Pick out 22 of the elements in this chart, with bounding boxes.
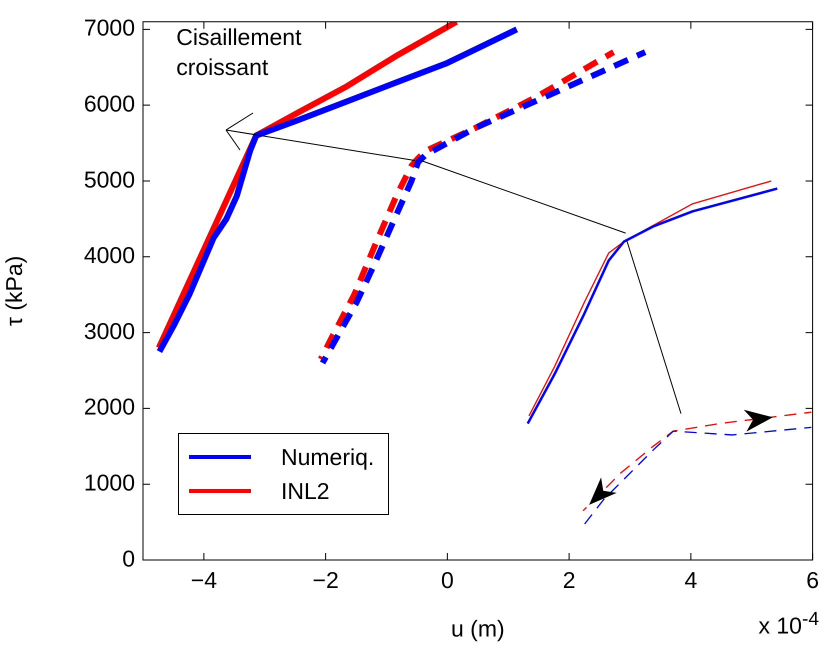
legend-label: INL2 [281,478,330,504]
line-series [582,412,812,512]
y-tick-label: 2000 [84,394,135,420]
y-tick-label: 0 [122,545,135,572]
x-tick-label: −4 [190,567,218,594]
x-tick-label: 6 [806,567,820,594]
y-tick-label: 5000 [84,166,135,192]
y-axis-title: τ (kPa) [1,256,28,326]
legend-label: Numeriq. [281,444,374,470]
x-axis-title: u (m) [450,616,505,642]
text: x 10$^{-4}$ [758,609,819,640]
annotation: Cisaillement croissant [176,22,302,82]
x-tick-label: 0 [440,567,454,594]
x-tick-label: −2 [312,567,339,594]
y-tick-label: 3000 [84,318,135,344]
y-tick-label: 6000 [84,90,135,117]
y-tick-label: 7000 [84,14,135,41]
line-series [582,426,812,527]
x-tick-label: 2 [562,567,576,594]
y-tick-label: 4000 [84,242,135,268]
x-tick-label: 4 [684,567,698,594]
y-tick-label: 1000 [84,470,135,496]
